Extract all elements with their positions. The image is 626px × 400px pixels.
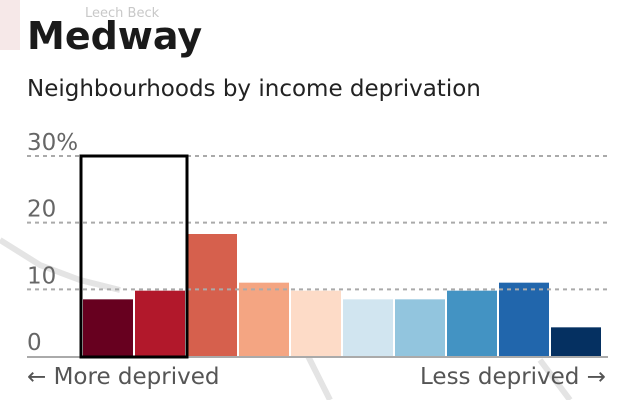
bar-4 (239, 282, 289, 356)
page-title: Medway (27, 14, 203, 58)
map-label-leech-beck: Leech Beck (85, 6, 160, 21)
highlight-box (79, 154, 189, 359)
y-tick-label-30: 30% (27, 130, 78, 156)
bar-3 (187, 234, 237, 356)
bar-10 (551, 327, 601, 356)
bar-9 (499, 282, 549, 356)
chart-subtitle: Neighbourhoods by income deprivation (27, 76, 481, 102)
bar-8 (447, 290, 497, 356)
bar-5 (291, 290, 341, 356)
x-label-more-deprived: ← More deprived (27, 364, 220, 390)
y-tick-label-10: 10 (27, 263, 56, 289)
x-label-less-deprived: Less deprived → (420, 364, 606, 390)
y-tick-label-20: 20 (27, 197, 56, 223)
bar-6 (343, 299, 393, 356)
y-tick-label-0: 0 (27, 330, 42, 356)
bar-2 (135, 290, 185, 356)
bar-7 (395, 299, 445, 356)
bar-1 (83, 299, 133, 356)
